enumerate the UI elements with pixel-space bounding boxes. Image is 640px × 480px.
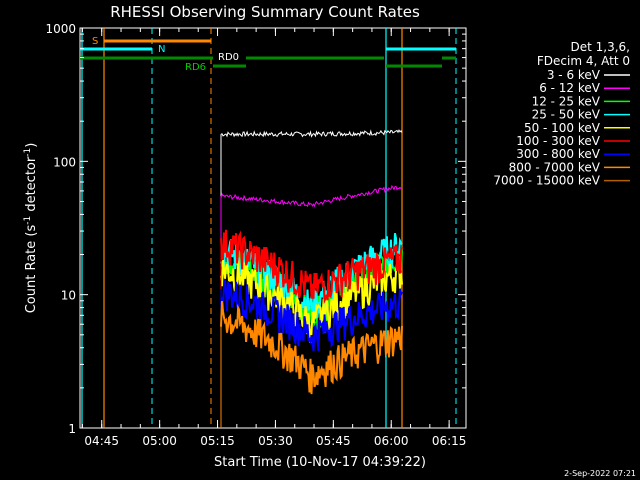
rd6-label: RD6 <box>185 62 206 73</box>
y-tick-label: 10 <box>61 289 76 303</box>
series-line <box>220 257 403 344</box>
series-line <box>220 301 403 395</box>
legend-label: 3 - 6 keV <box>547 68 601 82</box>
x-tick-label: 05:15 <box>200 434 235 448</box>
axis-ticks: 04:45 05:00 05:15 05:30 05:45 06:00 06:15 1 10 10… <box>45 22 466 448</box>
legend-label: 300 - 800 keV <box>516 147 600 161</box>
x-tick-label: 05:30 <box>258 434 293 448</box>
y-axis-label-part2: detector <box>24 156 39 216</box>
legend-label: 6 - 12 keV <box>539 81 601 95</box>
y-tick-label: 1000 <box>45 22 76 36</box>
legend-header-1: Det 1,3,6, <box>571 40 631 54</box>
x-tick-label: 04:45 <box>84 434 119 448</box>
series-line <box>220 129 403 138</box>
night-label: N <box>158 44 165 55</box>
rd0-label: RD0 <box>218 52 239 63</box>
x-tick-label: 06:00 <box>374 434 409 448</box>
y-axis-label-part1: Count Rate (s <box>24 225 39 314</box>
legend-label: 50 - 100 keV <box>524 121 601 135</box>
timestamp: 2-Sep-2022 07:21 <box>564 469 636 478</box>
y-tick-label: 100 <box>53 155 76 169</box>
plot-area <box>79 27 467 429</box>
legend-label: 7000 - 15000 keV <box>493 174 600 188</box>
saa-label: S <box>92 36 98 47</box>
y-axis-label: Count Rate (s-1 detector-1) <box>23 143 39 314</box>
x-tick-label: 05:00 <box>142 434 177 448</box>
legend-header-2: FDecim 4, Att 0 <box>537 54 630 68</box>
legend-label: 800 - 7000 keV <box>509 160 601 174</box>
x-tick-label: 05:45 <box>316 434 351 448</box>
legend-label: 12 - 25 keV <box>532 94 601 108</box>
series-line <box>220 278 403 352</box>
series-lines <box>220 129 403 428</box>
y-tick-label: 1 <box>68 422 76 436</box>
legend-label: 25 - 50 keV <box>532 108 601 122</box>
legend-label: 100 - 300 keV <box>516 134 600 148</box>
chart-title: RHESSI Observing Summary Count Rates <box>110 3 420 21</box>
y-axis-label-part3: ) <box>24 143 39 148</box>
plot-frame <box>79 27 467 429</box>
series-line <box>220 229 403 305</box>
series-line <box>220 184 403 208</box>
x-tick-label: 06:15 <box>432 434 467 448</box>
y-axis-label-sup2: -1 <box>23 148 33 157</box>
status-bars: S N RD0 RD6 <box>80 28 457 428</box>
x-axis-label: Start Time (10-Nov-17 04:39:22) <box>214 455 426 470</box>
y-axis-label-sup1: -1 <box>23 216 33 225</box>
